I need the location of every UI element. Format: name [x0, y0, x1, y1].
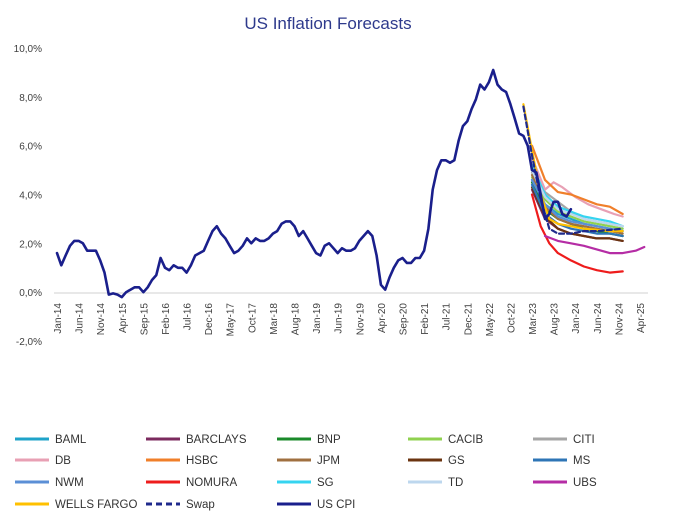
series-line-cacib	[530, 176, 624, 230]
x-tick-label: Dec-21	[463, 303, 474, 336]
legend-item: DB	[15, 455, 71, 467]
legend-item: Swap	[146, 499, 215, 511]
legend-item: BAML	[15, 434, 87, 446]
x-tick-label: Jun-24	[593, 303, 604, 334]
legend-label: CITI	[573, 434, 595, 446]
series-line-ubs	[543, 234, 646, 255]
x-tick-label: Feb-21	[420, 303, 431, 335]
series-lines	[55, 68, 646, 299]
legend-item: MS	[533, 455, 591, 467]
legend-item: GS	[408, 455, 465, 467]
legend-label: NWM	[55, 477, 84, 489]
x-tick-label: Jul-21	[442, 303, 453, 331]
x-tick-label: Mar-23	[528, 303, 539, 335]
legend-label: WELLS FARGO	[55, 499, 137, 511]
x-tick-label: May-22	[485, 303, 496, 337]
legend-item: CACIB	[408, 434, 483, 446]
legend-label: BARCLAYS	[186, 434, 247, 446]
x-tick-label: Apr-20	[377, 303, 388, 333]
x-tick-label: Aug-18	[291, 303, 302, 336]
x-tick-label: May-17	[226, 303, 237, 337]
legend-label: TD	[448, 477, 463, 489]
series-line-td	[530, 169, 624, 228]
x-tick-label: Apr-25	[636, 303, 647, 333]
legend-label: UBS	[573, 477, 597, 489]
legend-label: NOMURA	[186, 477, 237, 489]
y-tick-label: 0,0%	[19, 288, 42, 299]
legend-item: UBS	[533, 477, 597, 489]
legend-item: US CPI	[277, 499, 355, 511]
x-tick-label: Aug-23	[550, 303, 561, 336]
legend-item: BNP	[277, 434, 341, 446]
series-line-sg	[530, 164, 624, 228]
y-tick-label: 8,0%	[19, 93, 42, 104]
legend-label: GS	[448, 455, 465, 467]
legend-item: CITI	[533, 434, 595, 446]
x-tick-label: Nov-14	[96, 303, 107, 336]
legend-label: BNP	[317, 434, 341, 446]
legend-item: TD	[408, 477, 463, 489]
y-axis: -2,0% 0,0% 2,0% 4,0% 6,0% 8,0% 10,0%	[14, 44, 42, 348]
legend-item: NWM	[15, 477, 84, 489]
legend-label: Swap	[186, 499, 215, 511]
legend-label: DB	[55, 455, 71, 467]
legend-label: SG	[317, 477, 334, 489]
legend-label: MS	[573, 455, 591, 467]
legend-label: US CPI	[317, 499, 355, 511]
legend-label: HSBC	[186, 455, 218, 467]
x-tick-label: Nov-24	[614, 303, 625, 336]
series-line-nwm	[530, 178, 624, 233]
series-line-hsbc	[530, 144, 624, 216]
legend-item: WELLS FARGO	[15, 499, 137, 511]
x-tick-label: Oct-22	[506, 303, 517, 333]
x-tick-label: Jun-19	[334, 303, 345, 334]
x-tick-label: Feb-16	[161, 303, 172, 335]
y-tick-label: 2,0%	[19, 239, 42, 250]
legend-label: BAML	[55, 434, 87, 446]
x-tick-label: Apr-15	[118, 303, 129, 333]
y-tick-label: 10,0%	[14, 44, 42, 55]
x-tick-label: Jan-19	[312, 303, 323, 334]
legend-item: SG	[277, 477, 334, 489]
legend-item: JPM	[277, 455, 340, 467]
x-tick-label: Mar-18	[269, 303, 280, 335]
y-tick-label: 4,0%	[19, 191, 42, 202]
x-tick-label: Jan-14	[53, 303, 64, 334]
legend-item: NOMURA	[146, 477, 237, 489]
legend-label: JPM	[317, 455, 340, 467]
legend-item: BARCLAYS	[146, 434, 247, 446]
x-axis: Jan-14 Jun-14 Nov-14 Apr-15 Sep-15 Feb-16 Jul-…	[53, 303, 647, 337]
x-tick-label: Jan-24	[571, 303, 582, 334]
series-line-nomura	[530, 193, 624, 274]
x-tick-label: Dec-16	[204, 303, 215, 336]
legend-label: CACIB	[448, 434, 483, 446]
x-tick-label: Sep-20	[398, 303, 409, 336]
legend: BAML BARCLAYS BNP CACIB CITI DB HSBC JPM GS MS NWM…	[15, 434, 597, 511]
x-tick-label: Nov-19	[355, 303, 366, 336]
chart-title: US Inflation Forecasts	[244, 14, 411, 33]
x-tick-label: Oct-17	[247, 303, 258, 333]
legend-item: HSBC	[146, 455, 218, 467]
series-line-us-cpi	[55, 68, 573, 299]
y-tick-label: -2,0%	[16, 337, 42, 348]
y-tick-label: 6,0%	[19, 142, 42, 153]
x-tick-label: Sep-15	[139, 303, 150, 336]
x-tick-label: Jun-14	[75, 303, 86, 334]
x-tick-label: Jul-16	[183, 303, 194, 331]
